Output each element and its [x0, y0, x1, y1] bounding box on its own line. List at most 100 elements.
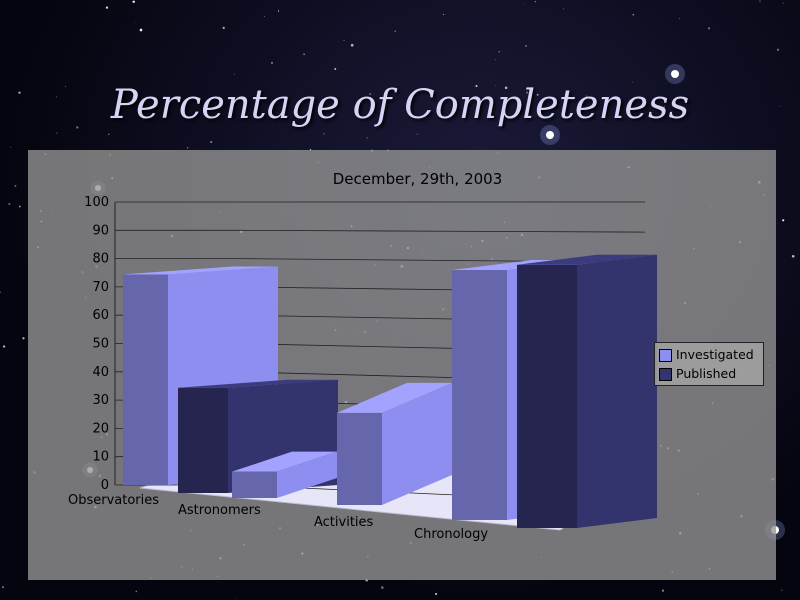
bar-investigated-observatories-front [123, 274, 168, 485]
star [350, 43, 354, 47]
y-tick-label: 0 [101, 478, 109, 493]
x-category-label: Activities [314, 515, 374, 530]
star [18, 205, 21, 208]
y-tick-label: 20 [92, 421, 109, 436]
star [442, 13, 445, 16]
star [277, 10, 280, 12]
y-tick-label: 60 [92, 308, 109, 323]
star [380, 586, 384, 589]
star [233, 73, 235, 75]
star [495, 59, 497, 61]
y-tick-label: 80 [92, 252, 109, 267]
bar-published-chronology-top [517, 254, 657, 265]
star [416, 133, 418, 135]
y-tick-label: 50 [92, 337, 109, 352]
legend-swatch-investigated [659, 349, 672, 362]
star [235, 598, 236, 600]
star [2, 345, 6, 348]
star [334, 68, 337, 70]
star [76, 126, 79, 129]
bar-published-chronology-front [517, 264, 577, 528]
bar-investigated-chronology-front [452, 269, 507, 520]
star [132, 0, 135, 4]
star [18, 91, 21, 94]
slide-title: Percentage of Completeness [110, 82, 690, 128]
star [134, 22, 136, 23]
star [118, 99, 120, 101]
bar-investigated-activities-top [337, 382, 452, 413]
star [525, 45, 527, 47]
star [585, 95, 587, 97]
star [451, 108, 455, 112]
bar-published-observatories-front [178, 387, 228, 493]
star [495, 85, 496, 86]
star [10, 146, 12, 148]
star [264, 16, 265, 17]
bar-investigated-astronomers-side [277, 451, 337, 498]
star [105, 6, 109, 9]
star [782, 2, 784, 4]
star [343, 39, 345, 41]
star [759, 0, 761, 2]
bright-star [671, 70, 679, 78]
star [475, 84, 478, 88]
bar-published-chronology-side [577, 254, 657, 528]
star [526, 91, 529, 94]
legend-label-published: Published [676, 366, 737, 381]
star [779, 106, 781, 108]
star [56, 132, 58, 134]
star [707, 27, 711, 30]
star [504, 86, 508, 90]
bar-investigated-astronomers-front [232, 471, 277, 498]
star [303, 53, 305, 56]
star [632, 13, 635, 16]
star [2, 586, 4, 589]
legend: Investigated Published [654, 342, 764, 386]
y-tick-label: 90 [92, 223, 109, 238]
star [14, 184, 17, 187]
star [679, 18, 681, 20]
star [186, 147, 189, 149]
star [435, 593, 438, 595]
star [0, 291, 1, 294]
bar-investigated-activities [337, 382, 452, 505]
star [366, 137, 368, 139]
star [64, 85, 66, 87]
bar-published-chronology [517, 254, 657, 528]
bright-star [546, 131, 554, 139]
bar-investigated-astronomers-top [232, 451, 337, 472]
y-tick-label: 70 [92, 280, 109, 295]
legend-label-investigated: Investigated [676, 347, 754, 362]
star [631, 81, 633, 83]
bar-investigated-activities-front [337, 412, 382, 505]
star [782, 219, 785, 222]
y-tick-label: 40 [92, 365, 109, 380]
star [663, 106, 665, 108]
star [776, 48, 780, 52]
star [781, 589, 783, 591]
star [323, 133, 325, 135]
star [135, 590, 138, 593]
star [139, 28, 143, 32]
star [8, 203, 11, 206]
star [534, 1, 536, 3]
star [563, 8, 565, 10]
star [108, 133, 110, 136]
bar-investigated-astronomers [232, 451, 337, 498]
star [222, 26, 225, 30]
star [210, 140, 213, 144]
x-category-label: Chronology [414, 527, 488, 542]
chart-title: December, 29th, 2003 [332, 170, 503, 188]
gridline-back [234, 229, 646, 233]
bar-investigated-observatories-top [123, 266, 278, 275]
y-tick-label: 10 [92, 450, 109, 465]
star [523, 4, 524, 5]
star [56, 96, 57, 98]
star [270, 61, 274, 64]
star [498, 51, 500, 53]
star [661, 589, 665, 592]
x-category-label: Observatories [68, 493, 159, 508]
y-tick-label: 100 [84, 195, 109, 210]
